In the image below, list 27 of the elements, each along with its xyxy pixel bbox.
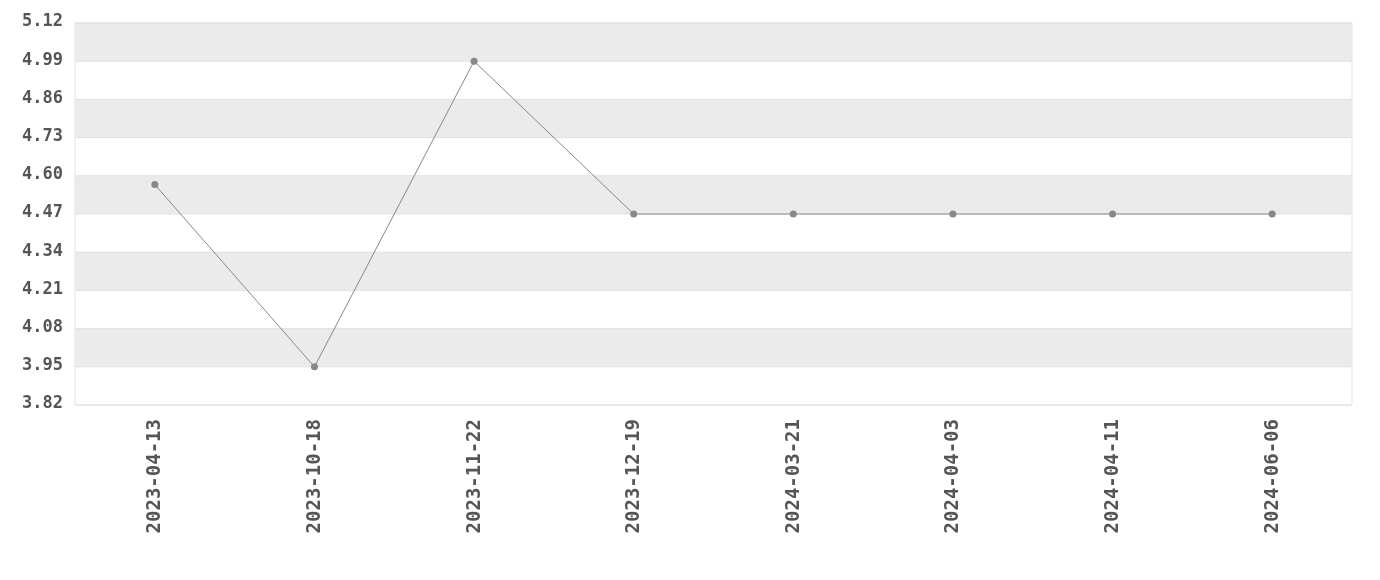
y-tick-label: 4.73 xyxy=(22,124,63,145)
point xyxy=(630,210,638,218)
y-tick-label: 4.86 xyxy=(22,86,63,107)
y-tick-label: 4.99 xyxy=(22,48,63,69)
x-tick-label: 2024-04-03 xyxy=(940,419,963,534)
point xyxy=(949,210,957,218)
y-tick-label: 3.82 xyxy=(22,392,63,413)
x-tick-label: 2024-06-06 xyxy=(1259,419,1282,534)
y-tick-label: 4.08 xyxy=(22,315,63,336)
y-tick-label: 3.95 xyxy=(22,354,63,375)
y-tick-label: 4.60 xyxy=(22,163,63,184)
y-tick-label: 4.47 xyxy=(22,201,63,222)
y-tick-label: 4.21 xyxy=(22,277,63,298)
x-tick-label: 2023-11-22 xyxy=(461,419,484,534)
x-tick-label: 2023-12-19 xyxy=(621,419,644,534)
x-tick-label: 2023-04-13 xyxy=(142,419,165,534)
y-tick-label: 4.34 xyxy=(22,239,63,260)
x-tick-label: 2024-03-21 xyxy=(780,419,803,534)
point xyxy=(1109,210,1117,218)
x-tick-label: 2024-04-11 xyxy=(1100,419,1123,534)
x-tick-label: 2023-10-18 xyxy=(301,419,324,534)
point xyxy=(1268,210,1276,218)
point xyxy=(789,210,797,218)
point xyxy=(470,57,478,65)
y-tick-label: 5.12 xyxy=(22,10,63,31)
point xyxy=(151,181,159,189)
point xyxy=(310,363,318,371)
